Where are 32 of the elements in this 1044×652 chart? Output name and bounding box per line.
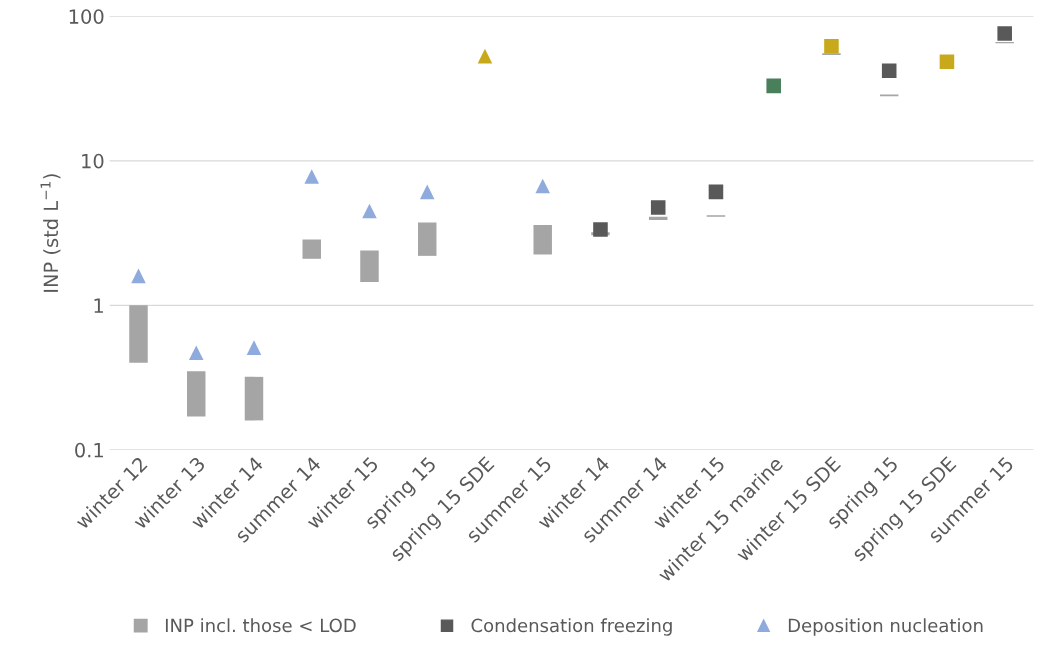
bar [533, 224, 552, 255]
y-axis-title: INP (std L$^{−1}$) [40, 174, 61, 292]
point [131, 268, 146, 284]
point [824, 39, 839, 54]
bar [187, 371, 206, 417]
bar [648, 216, 668, 220]
legend-label: INP incl. those < LOD [165, 618, 356, 633]
point [766, 78, 781, 94]
point [246, 340, 262, 355]
point [362, 203, 377, 219]
point [997, 26, 1012, 41]
point [708, 184, 724, 200]
point [535, 178, 550, 194]
point [939, 54, 955, 69]
point [419, 184, 435, 200]
bar [360, 250, 379, 283]
point [881, 63, 897, 79]
bar [417, 222, 437, 256]
y-tick-label: 10 [82, 153, 104, 169]
legend-label: Condensation freezing [471, 618, 672, 636]
bar [302, 239, 321, 259]
point [188, 345, 204, 361]
point [304, 169, 320, 184]
point [593, 222, 608, 237]
point [650, 200, 666, 215]
point [477, 48, 493, 64]
legend-label: Deposition nucleation [788, 618, 983, 636]
y-tick-label: 0.1 [75, 442, 103, 458]
bar [244, 376, 264, 421]
bar [129, 305, 148, 363]
y-tick-label: 1 [94, 298, 103, 313]
y-tick-label: 100 [69, 9, 104, 24]
